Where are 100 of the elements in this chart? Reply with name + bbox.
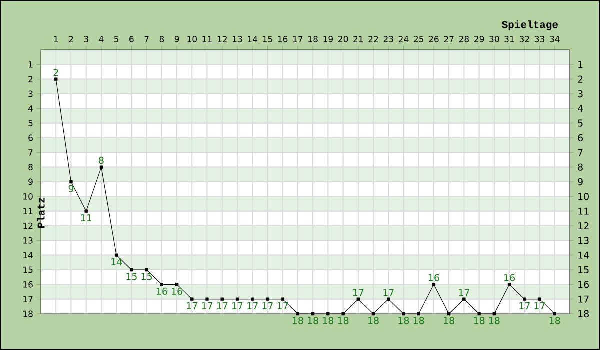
y2-tick-label: 17 xyxy=(578,296,589,303)
data-label: 18 xyxy=(444,317,454,324)
point xyxy=(190,298,194,301)
y-tick-label: 13 xyxy=(24,237,33,244)
point xyxy=(342,312,345,316)
point xyxy=(462,298,466,301)
y-tick-label: 16 xyxy=(24,281,33,288)
point xyxy=(538,298,542,301)
x-tick-label: 34 xyxy=(550,36,560,42)
data-label: 11 xyxy=(81,214,92,222)
y-tick-label: 3 xyxy=(28,90,33,98)
y-tick-label: 8 xyxy=(28,164,33,171)
data-label: 17 xyxy=(248,302,258,310)
y2-tick-label: 3 xyxy=(578,90,583,98)
y-tick-label: 12 xyxy=(24,222,33,230)
data-label: 18 xyxy=(414,317,424,324)
x-tick-label: 2 xyxy=(69,36,74,42)
data-label: 17 xyxy=(232,302,243,310)
point xyxy=(296,312,300,316)
x-tick-label: 25 xyxy=(414,36,424,42)
data-label: 15 xyxy=(142,273,152,280)
y2-tick-label: 10 xyxy=(578,193,589,200)
data-label: 18 xyxy=(474,317,485,324)
x-tick-label: 3 xyxy=(84,36,88,42)
y-tick-label: 9 xyxy=(28,178,33,186)
data-label: 16 xyxy=(428,274,440,282)
data-label: 17 xyxy=(278,302,288,310)
x-tick-label: 1 xyxy=(54,36,58,42)
point xyxy=(402,312,406,316)
x-tick-label: 15 xyxy=(263,36,272,42)
data-label: 18 xyxy=(489,317,500,324)
data-label: 17 xyxy=(262,302,273,310)
x-tick-label: 21 xyxy=(354,36,364,42)
point xyxy=(356,298,360,301)
point xyxy=(432,283,436,286)
y2-tick-label: 5 xyxy=(578,120,583,127)
data-label: 17 xyxy=(384,289,394,296)
y-tick-label: 14 xyxy=(24,252,33,258)
y-tick-label: 5 xyxy=(28,120,33,126)
point xyxy=(281,298,284,301)
x-tick-label: 16 xyxy=(278,36,288,42)
point xyxy=(236,298,240,301)
x-tick-label: 9 xyxy=(174,36,180,42)
x-tick-label: 4 xyxy=(99,36,104,42)
y2-tick-label: 15 xyxy=(578,266,589,274)
y-tick-label: 17 xyxy=(24,296,33,302)
data-label: 17 xyxy=(202,302,212,310)
y-tick-label: 7 xyxy=(28,150,33,156)
x-tick-label: 27 xyxy=(444,36,454,42)
y2-tick-label: 8 xyxy=(578,164,583,171)
data-label: 2 xyxy=(54,69,58,76)
point xyxy=(508,283,512,286)
point xyxy=(326,312,330,316)
y-tick-label: 18 xyxy=(24,310,33,318)
data-label: 16 xyxy=(172,288,182,296)
x-tick-label: 5 xyxy=(114,36,119,42)
y2-tick-label: 9 xyxy=(578,178,583,186)
point xyxy=(266,298,270,301)
x-tick-label: 19 xyxy=(324,36,333,42)
data-label: 17 xyxy=(520,302,530,310)
point xyxy=(478,312,481,316)
data-label: 17 xyxy=(217,302,228,310)
x-tick-label: 24 xyxy=(398,36,409,42)
x-axis-title: Spieltage xyxy=(502,20,558,30)
data-label: 18 xyxy=(308,317,318,324)
data-label: 18 xyxy=(550,317,560,324)
x-tick-label: 29 xyxy=(474,36,484,42)
x-tick-label: 18 xyxy=(308,36,318,42)
point xyxy=(114,254,118,257)
y-tick-label: 1 xyxy=(29,62,33,68)
data-label: 18 xyxy=(368,317,379,324)
x-tick-label: 11 xyxy=(202,36,212,42)
x-tick-label: 20 xyxy=(338,36,348,42)
y2-tick-label: 6 xyxy=(578,134,583,142)
data-label: 17 xyxy=(459,289,470,296)
y-axis-title: Platz xyxy=(37,198,45,228)
data-label: 17 xyxy=(187,302,198,310)
point xyxy=(84,210,88,213)
point xyxy=(160,283,164,286)
x-tick-label: 33 xyxy=(535,36,544,42)
y-tick-label: 2 xyxy=(28,76,33,82)
point xyxy=(220,298,224,301)
x-tick-label: 28 xyxy=(459,36,470,42)
y-tick-label: 4 xyxy=(28,106,33,112)
y-tick-label: 11 xyxy=(24,208,33,214)
point xyxy=(311,312,315,316)
x-tick-label: 31 xyxy=(504,36,514,42)
y2-tick-label: 2 xyxy=(578,76,583,83)
data-label: 18 xyxy=(292,317,304,324)
data-label: 17 xyxy=(534,302,545,310)
y2-tick-label: 7 xyxy=(578,149,583,156)
data-label: 16 xyxy=(504,274,515,282)
point xyxy=(553,312,556,316)
data-label: 18 xyxy=(338,317,349,324)
point xyxy=(387,298,390,301)
x-tick-label: 6 xyxy=(130,36,134,42)
point xyxy=(70,180,73,184)
point xyxy=(447,312,451,316)
y2-tick-label: 1 xyxy=(578,61,583,68)
y2-tick-label: 12 xyxy=(578,222,589,230)
